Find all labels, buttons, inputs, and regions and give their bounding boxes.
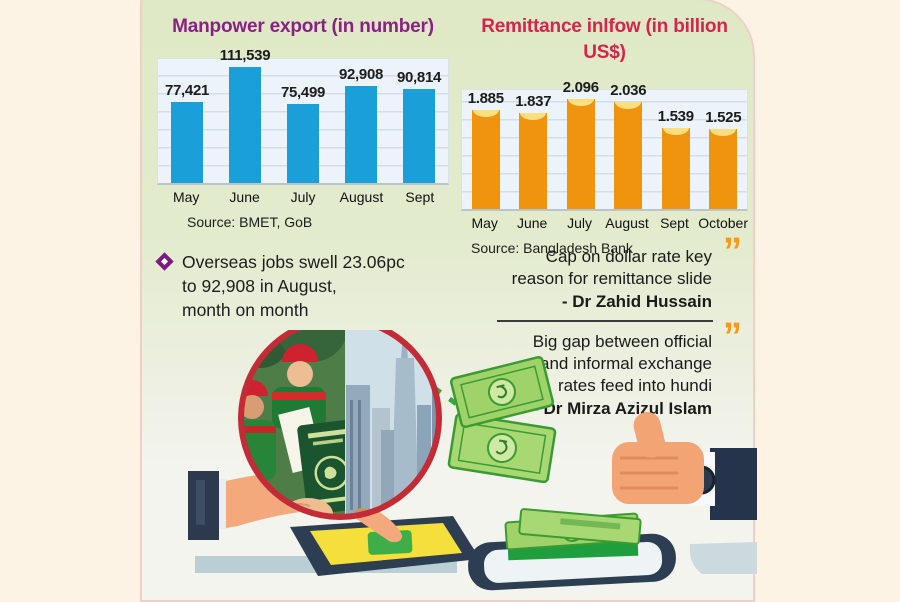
- chart-title-manpower: Manpower export (in number): [172, 16, 434, 37]
- quote-line: Cap on dollar rate key: [545, 247, 712, 266]
- diamond-bullet-icon: [155, 252, 174, 271]
- chart-title-remittance: Remittance inlfow (in billion US$): [481, 16, 728, 63]
- bar-value-label: 111,539: [219, 47, 271, 64]
- x-axis-tick-label: May: [471, 215, 498, 231]
- bar-value-label: 1.525: [705, 109, 742, 126]
- bar: [287, 104, 319, 183]
- x-axis-tick-label: August: [339, 189, 384, 205]
- bar: [171, 102, 203, 183]
- manpower-export-chart: Manpower export (in number) 77,421 111,53…: [157, 12, 449, 230]
- x-axis-tick-label: June: [229, 189, 260, 205]
- bar-column: 1.539: [652, 108, 700, 209]
- remittance-plot-area: 1.885 1.837 2.096 2.036 1.539 1.525: [461, 79, 748, 211]
- x-axis-tick-label: July: [290, 189, 316, 205]
- bar: [471, 110, 500, 209]
- bar-column: 1.837: [510, 93, 558, 209]
- bar: [566, 99, 595, 209]
- remittance-inflow-chart: Remittance inlfow (in billion US$) 1.885…: [461, 12, 748, 256]
- quote-line: reason for remittance slide: [511, 269, 712, 288]
- remittance-x-axis: May June July August Sept October: [461, 215, 748, 231]
- manpower-source: Source: BMET, GoB: [187, 214, 313, 230]
- bar-column: 2.096: [557, 79, 605, 209]
- insight-line: Overseas jobs swell 23.06pc: [182, 252, 405, 272]
- bar-column: 1.885: [462, 90, 510, 209]
- x-axis-tick-label: October: [698, 215, 748, 231]
- quote-mirza-azizul-islam: Big gap between official and informal ex…: [468, 331, 712, 420]
- double-quote-icon: [723, 233, 742, 271]
- x-axis-tick-label: July: [567, 215, 593, 231]
- insight-line: to 92,908 in August,: [182, 276, 337, 296]
- double-quote-icon: [723, 318, 742, 356]
- bar: [661, 128, 690, 209]
- manpower-plot-area: 77,421 111,539 75,499 92,908 90,814: [157, 47, 449, 185]
- bar-column: 2.036: [605, 82, 653, 209]
- bar-value-label: 2.096: [562, 79, 599, 96]
- x-axis-tick-label: Sept: [405, 189, 435, 205]
- bar-column: 111,539: [216, 47, 274, 183]
- bar-value-label: 77,421: [164, 82, 210, 99]
- x-axis-tick-label: Sept: [660, 215, 689, 231]
- bar-column: 75,499: [274, 84, 332, 183]
- bar: [519, 113, 548, 209]
- bar-column: 92,908: [332, 66, 390, 183]
- insight-overseas-jobs: Overseas jobs swell 23.06pc to 92,908 in…: [155, 250, 428, 322]
- bar-column: 1.525: [700, 109, 748, 209]
- quote-line: and informal exchange: [539, 354, 712, 373]
- bar-value-label: 1.885: [467, 90, 504, 107]
- x-axis-tick-label: May: [172, 189, 200, 205]
- x-axis-tick-label: August: [605, 215, 649, 231]
- bar-value-label: 1.539: [657, 108, 694, 125]
- bar-column: 90,814: [390, 69, 448, 183]
- bar: [614, 102, 643, 209]
- quote-zahid-hussain: Cap on dollar rate key reason for remitt…: [468, 246, 712, 313]
- quote-divider: [497, 320, 713, 322]
- bar: [229, 67, 261, 183]
- quote-line: Big gap between official: [532, 332, 712, 351]
- insight-text: Overseas jobs swell 23.06pc to 92,908 in…: [182, 250, 405, 322]
- quote-author: - Dr Mirza Azizul Islam: [533, 399, 712, 418]
- quote-author: - Dr Zahid Hussain: [561, 292, 712, 311]
- bar-value-label: 75,499: [280, 84, 326, 101]
- bar-value-label: 1.837: [515, 93, 552, 110]
- manpower-x-axis: May June July August Sept: [157, 189, 449, 205]
- bar: [709, 129, 738, 209]
- x-axis-tick-label: June: [516, 215, 548, 231]
- bar-value-label: 92,908: [338, 66, 384, 83]
- bar-column: 77,421: [158, 82, 216, 183]
- bar: [403, 89, 435, 183]
- insight-line: month on month: [182, 300, 309, 320]
- bar-value-label: 90,814: [396, 69, 442, 86]
- bar-value-label: 2.036: [610, 82, 647, 99]
- quote-line: rates feed into hundi: [557, 376, 712, 395]
- bar: [345, 86, 377, 183]
- remittance-source: Source: Bangladesh Bank: [471, 240, 633, 256]
